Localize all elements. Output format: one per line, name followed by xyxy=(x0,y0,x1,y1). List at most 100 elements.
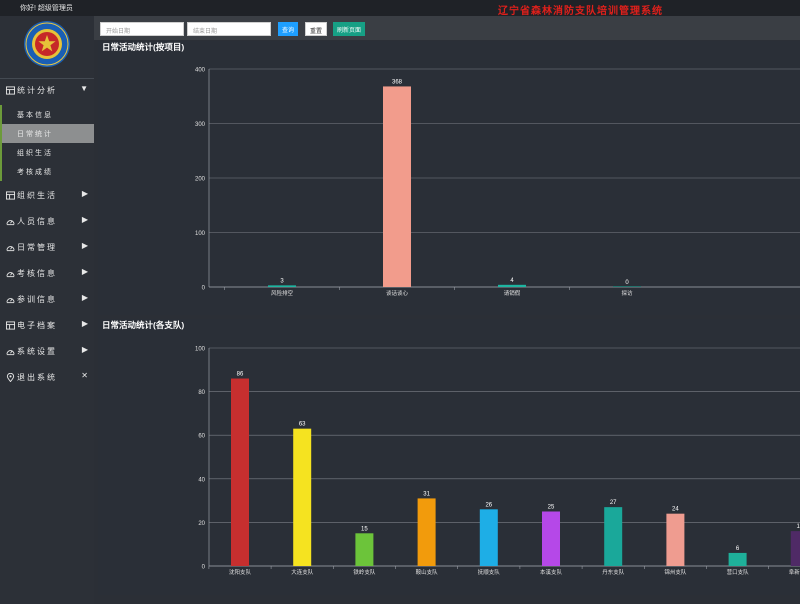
x-tick-label: 阜新支队 xyxy=(789,568,800,576)
x-tick-label: 锦州支队 xyxy=(664,568,687,576)
x-tick-label: 沈阳支队 xyxy=(229,568,252,576)
reset-button[interactable]: 重置 xyxy=(305,22,327,36)
chevron-right-icon: ▶ xyxy=(81,189,88,198)
data-label: 4 xyxy=(510,278,514,284)
table-icon xyxy=(6,321,15,330)
dashboard-icon xyxy=(6,298,15,304)
submenu-item-label: 日常统计 xyxy=(17,131,53,138)
emblem-logo xyxy=(24,21,70,67)
sidebar: 统计分析 ▼ 基本信息 日常统计 组织生活 考核成绩 组织生活 ▶ 人员信息 ▶… xyxy=(0,16,94,604)
menu-item-statistics[interactable]: 统计分析 ▼ xyxy=(0,78,94,103)
submenu-item-daily-stats[interactable]: 日常统计 xyxy=(0,124,94,143)
data-label: 16 xyxy=(796,524,800,530)
chevron-right-icon: ▶ xyxy=(81,319,88,328)
bar xyxy=(268,285,296,287)
menu-item-personnel[interactable]: 人员信息 ▶ xyxy=(0,209,94,234)
chevron-right-icon: ▶ xyxy=(81,241,88,250)
x-tick-label: 探访 xyxy=(621,289,633,297)
submenu-item-basic-info[interactable]: 基本信息 xyxy=(0,105,94,124)
data-label: 63 xyxy=(299,422,306,428)
menu-item-training[interactable]: 参训信息 ▶ xyxy=(0,287,94,312)
x-tick-label: 铁岭支队 xyxy=(353,568,376,576)
x-tick-label: 大连支队 xyxy=(291,568,314,576)
menu-item-label: 组织生活 xyxy=(17,191,57,200)
bar xyxy=(355,533,374,566)
data-label: 3 xyxy=(280,278,284,284)
x-tick-label: 丹东支队 xyxy=(602,568,625,576)
chevron-right-icon: ▶ xyxy=(81,345,88,354)
x-tick-label: 抚顺支队 xyxy=(478,568,501,576)
y-tick-label: 100 xyxy=(195,347,206,353)
dashboard-icon xyxy=(6,246,15,252)
y-tick-label: 0 xyxy=(202,286,206,292)
submenu-item-label: 考核成绩 xyxy=(17,169,53,176)
menu-item-label: 统计分析 xyxy=(17,86,57,95)
submenu-item-org-life[interactable]: 组织生活 xyxy=(0,143,94,162)
y-tick-label: 300 xyxy=(195,122,206,128)
menu-item-assessment[interactable]: 考核信息 ▶ xyxy=(0,261,94,286)
menu-item-label: 系统设置 xyxy=(17,347,57,356)
table-icon xyxy=(6,86,15,95)
chevron-right-icon: ▶ xyxy=(81,293,88,302)
data-label: 27 xyxy=(610,500,617,506)
bar-chart-by-item: 0 100 200 300 400 3 风险排空 368 谈话谈心 4 请销假 0 探访 xyxy=(195,68,800,297)
refresh-button[interactable]: 刷新页面 xyxy=(333,22,365,36)
bar xyxy=(542,511,560,566)
end-date-input[interactable]: 结束日期 xyxy=(187,22,271,36)
dashboard-icon xyxy=(6,220,15,226)
system-title: 辽宁省森林消防支队培训管理系统 xyxy=(498,6,663,17)
dashboard-icon xyxy=(6,272,15,278)
submenu-item-exam-scores[interactable]: 考核成绩 xyxy=(0,162,94,181)
menu-item-label: 考核信息 xyxy=(17,269,57,278)
y-tick-label: 60 xyxy=(198,434,205,440)
data-label: 31 xyxy=(423,491,430,497)
x-tick-label: 风险排空 xyxy=(271,289,294,297)
menu-item-label: 参训信息 xyxy=(17,295,57,304)
menu-item-daily-management[interactable]: 日常管理 ▶ xyxy=(0,235,94,260)
chevron-right-icon: ▶ xyxy=(81,215,88,224)
query-button[interactable]: 查询 xyxy=(278,22,298,36)
x-tick-label: 请销假 xyxy=(504,289,521,297)
y-tick-label: 40 xyxy=(198,477,205,483)
data-label: 86 xyxy=(237,372,244,378)
bar xyxy=(383,86,411,287)
data-label: 24 xyxy=(672,507,679,513)
chart-title: 日常活动统计(各支队) xyxy=(102,320,185,330)
menu-item-label: 电子档案 xyxy=(17,321,57,330)
chart-panel-by-detachment: 日常活动统计(各支队) 0 20 40 60 80 100 86 沈阳支队 63 大连支队 15 铁岭… xyxy=(98,319,800,595)
menu-item-label: 退出系统 xyxy=(17,373,57,382)
location-icon xyxy=(6,373,15,382)
menu-item-label: 日常管理 xyxy=(17,243,57,252)
bar xyxy=(790,531,800,566)
menu-item-system-settings[interactable]: 系统设置 ▶ xyxy=(0,339,94,364)
data-label: 6 xyxy=(736,546,740,552)
x-tick-label: 本溪支队 xyxy=(540,568,563,576)
sidebar-divider xyxy=(0,78,94,79)
chevron-right-icon: ▶ xyxy=(81,267,88,276)
dashboard-icon xyxy=(6,350,15,356)
data-label: 0 xyxy=(625,280,629,286)
y-tick-label: 400 xyxy=(195,68,206,74)
start-date-input[interactable]: 开始日期 xyxy=(100,22,184,36)
bar xyxy=(666,513,685,566)
bar xyxy=(417,498,436,566)
bar xyxy=(498,284,526,287)
y-tick-label: 20 xyxy=(198,521,205,527)
menu-item-label: 人员信息 xyxy=(17,217,57,226)
menu-item-logout[interactable]: 退出系统 ✕ xyxy=(0,365,94,390)
top-bar: 你好! 超级管理员 辽宁省森林消防支队培训管理系统 xyxy=(0,0,800,17)
greeting-text: 你好! 超级管理员 xyxy=(20,5,73,12)
menu-item-org-life[interactable]: 组织生活 ▶ xyxy=(0,183,94,208)
close-icon: ✕ xyxy=(81,371,88,380)
x-tick-label: 谈话谈心 xyxy=(386,289,409,297)
bar-chart-by-detachment: 0 20 40 60 80 100 86 沈阳支队 63 大连支队 15 铁岭支队 31 鞍山支队 26 抚顺… xyxy=(195,347,800,576)
x-tick-label: 鞍山支队 xyxy=(416,568,439,576)
table-icon xyxy=(6,191,15,200)
data-label: 368 xyxy=(392,79,403,85)
x-tick-label: 营口支队 xyxy=(727,568,750,576)
bar xyxy=(613,286,641,287)
menu-item-e-archive[interactable]: 电子档案 ▶ xyxy=(0,313,94,338)
submenu-item-label: 组织生活 xyxy=(17,150,53,157)
chevron-down-icon: ▼ xyxy=(80,84,88,93)
chart-panel-by-item: 日常活动统计(按项目) 0 100 200 300 400 3 风险排空 368 谈话谈心 4 请销… xyxy=(98,41,800,315)
